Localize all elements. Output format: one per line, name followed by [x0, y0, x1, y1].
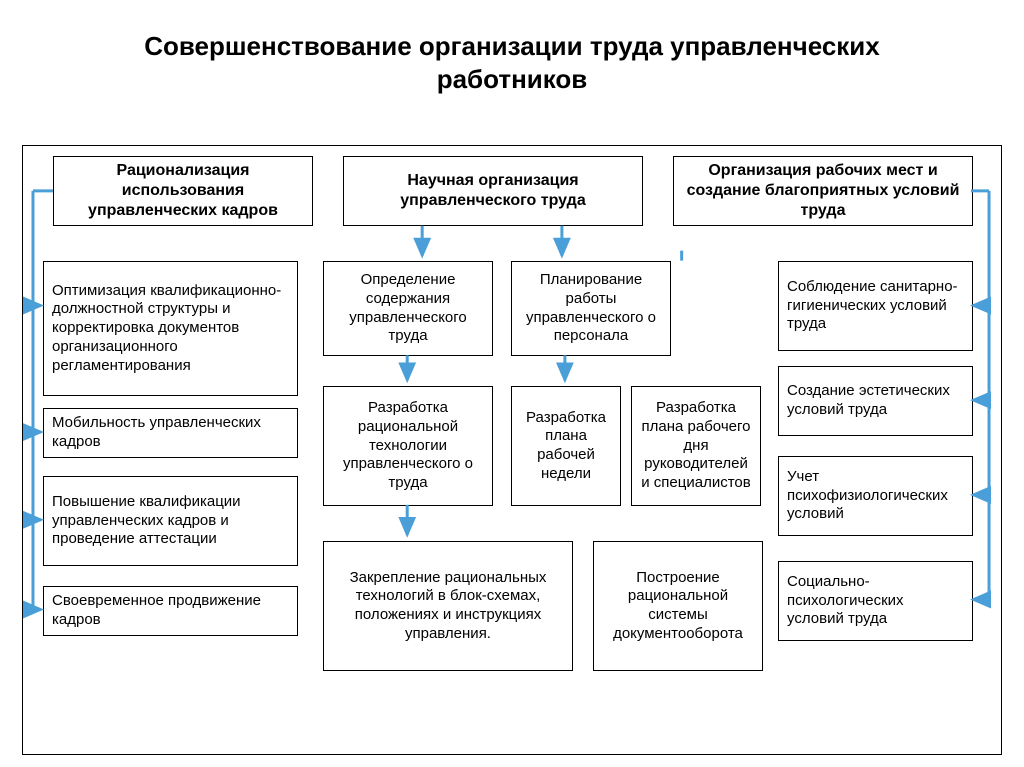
col2-box2: Разработка рациональной технологии управ…	[323, 386, 493, 506]
col2b-box3a: Разработка плана рабочего дня руководите…	[631, 386, 761, 506]
col2b-box1: Планирование работы управленческого о пе…	[511, 261, 671, 356]
col1-box1: Оптимизация квалификационно-должностной …	[43, 261, 298, 396]
col1-box2: Мобильность управленческих кадров	[43, 408, 298, 458]
col2b-box2: Разработка плана рабочей недели	[511, 386, 621, 506]
col3-box1: Соблюдение санитарно-гигиенических услов…	[778, 261, 973, 351]
col1-box3: Повышение квалификации управленческих ка…	[43, 476, 298, 566]
header-col3: Организация рабочих мест и создание благ…	[673, 156, 973, 226]
col1-box4: Своевременное продвижение кадров	[43, 586, 298, 636]
col3-box2: Создание эстетических условий труда	[778, 366, 973, 436]
col3-box3: Учет психофизиологических условий	[778, 456, 973, 536]
col2-box1: Определение содержания управленческого т…	[323, 261, 493, 356]
col2b-box3b: Построение рациональной системы документ…	[593, 541, 763, 671]
diagram-frame: Рационализация использования управленчес…	[22, 145, 1002, 755]
page-title: Совершенствование организации труда упра…	[0, 0, 1024, 115]
col2-box3: Закрепление рациональных технологий в бл…	[323, 541, 573, 671]
col3-box4: Социально-психологических условий труда	[778, 561, 973, 641]
header-col2: Научная организация управленческого труд…	[343, 156, 643, 226]
header-col1: Рационализация использования управленчес…	[53, 156, 313, 226]
